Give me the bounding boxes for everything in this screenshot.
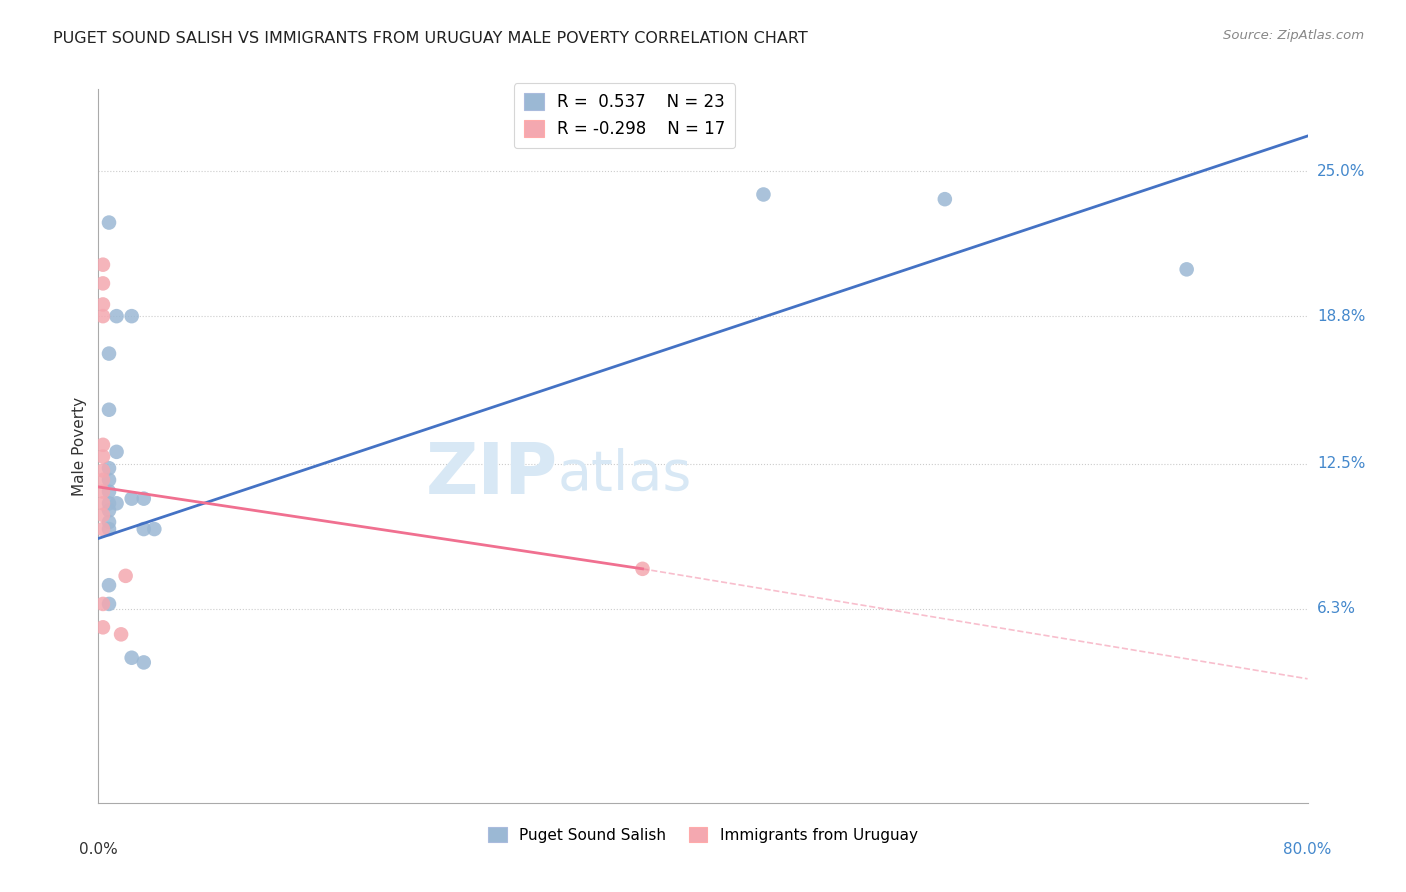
- Point: [98, 216, 121, 230]
- Point: [132, 491, 155, 506]
- Point: [98, 496, 121, 510]
- Point: [91, 597, 114, 611]
- Text: 6.3%: 6.3%: [1317, 601, 1357, 616]
- Point: [114, 569, 136, 583]
- Point: [1175, 262, 1198, 277]
- Text: 12.5%: 12.5%: [1317, 456, 1365, 471]
- Text: 0.0%: 0.0%: [79, 842, 118, 857]
- Point: [98, 503, 121, 517]
- Point: [98, 484, 121, 499]
- Point: [121, 309, 143, 323]
- Point: [132, 522, 155, 536]
- Text: 25.0%: 25.0%: [1317, 163, 1365, 178]
- Point: [105, 445, 128, 459]
- Point: [98, 578, 121, 592]
- Point: [91, 484, 114, 499]
- Text: atlas: atlas: [558, 448, 692, 501]
- Point: [91, 508, 114, 522]
- Point: [98, 346, 121, 360]
- Point: [105, 309, 128, 323]
- Point: [91, 277, 114, 291]
- Point: [132, 656, 155, 670]
- Point: [98, 402, 121, 417]
- Point: [98, 461, 121, 475]
- Point: [934, 192, 956, 206]
- Point: [91, 620, 114, 634]
- Point: [143, 522, 166, 536]
- Text: ZIP: ZIP: [426, 440, 558, 509]
- Text: PUGET SOUND SALISH VS IMMIGRANTS FROM URUGUAY MALE POVERTY CORRELATION CHART: PUGET SOUND SALISH VS IMMIGRANTS FROM UR…: [53, 31, 808, 46]
- Point: [91, 438, 114, 452]
- Point: [91, 297, 114, 311]
- Text: Source: ZipAtlas.com: Source: ZipAtlas.com: [1223, 29, 1364, 42]
- Point: [98, 597, 121, 611]
- Point: [752, 187, 775, 202]
- Point: [91, 473, 114, 487]
- Point: [105, 496, 128, 510]
- Point: [98, 522, 121, 536]
- Legend: Puget Sound Salish, Immigrants from Uruguay: Puget Sound Salish, Immigrants from Urug…: [482, 821, 924, 848]
- Point: [121, 650, 143, 665]
- Text: 80.0%: 80.0%: [1284, 842, 1331, 857]
- Y-axis label: Male Poverty: Male Poverty: [72, 396, 87, 496]
- Point: [121, 491, 143, 506]
- Point: [91, 496, 114, 510]
- Point: [91, 464, 114, 478]
- Point: [91, 450, 114, 464]
- Point: [631, 562, 654, 576]
- Point: [91, 258, 114, 272]
- Point: [91, 522, 114, 536]
- Point: [98, 515, 121, 529]
- Point: [91, 309, 114, 323]
- Point: [98, 473, 121, 487]
- Text: 18.8%: 18.8%: [1317, 309, 1365, 324]
- Point: [110, 627, 132, 641]
